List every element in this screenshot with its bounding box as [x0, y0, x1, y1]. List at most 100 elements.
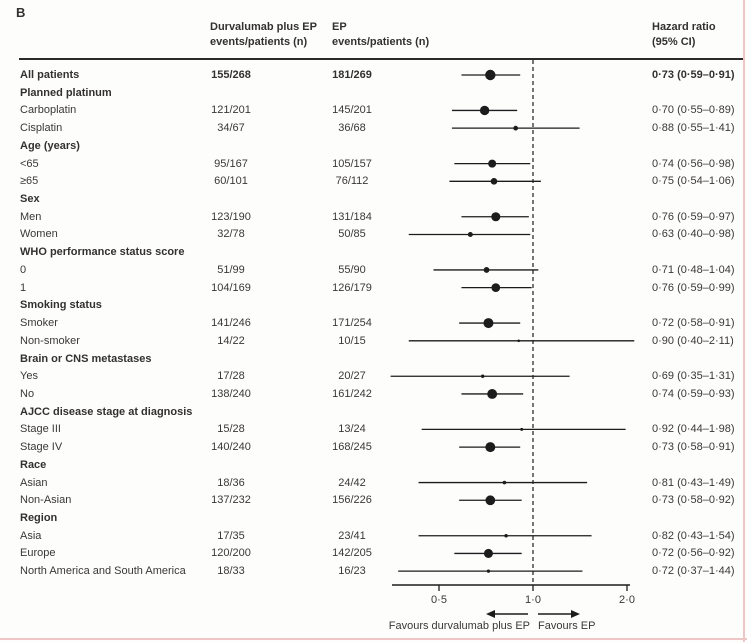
hr-point-marker: [485, 495, 496, 506]
hazard-ratio-value: 0·72 (0·56–0·92): [652, 547, 735, 560]
hr-point-marker: [513, 125, 519, 131]
durvalumab-events-value: 141/246: [211, 317, 251, 330]
hazard-ratio-value: 0·71 (0·48–1·04): [652, 263, 735, 276]
row-label: Age (years): [20, 139, 80, 152]
row-label: Europe: [20, 547, 56, 560]
ep-events-value: 145/201: [332, 104, 372, 117]
row-label: Asia: [20, 529, 42, 542]
row-label: AJCC disease stage at diagnosis: [20, 405, 193, 418]
row-label: WHO performance status score: [20, 246, 185, 259]
ep-events-value: 168/245: [332, 441, 372, 454]
row-label: Yes: [20, 370, 38, 383]
row-label: Asian: [20, 476, 48, 489]
durvalumab-events-value: 137/232: [211, 494, 251, 507]
hazard-ratio-value: 0·63 (0·40–0·98): [652, 228, 735, 241]
subgroup-row: Non-smoker 14/22 10/15 0·90 (0·40–2·11): [0, 332, 747, 350]
ep-events-value: 13/24: [338, 423, 366, 436]
row-label: Men: [20, 210, 42, 223]
hr-point-marker: [485, 69, 496, 81]
favours-left-arrowhead: [486, 610, 495, 618]
row-label: Stage III: [20, 423, 61, 436]
row-label: No: [20, 387, 35, 400]
row-label: Race: [20, 458, 47, 471]
hazard-ratio-value: 0·73 (0·58–0·92): [652, 494, 735, 507]
category-row: Planned platinum: [0, 84, 747, 102]
hr-point-marker: [490, 177, 498, 185]
hazard-ratio-value: 0·92 (0·44–1·98): [652, 423, 735, 436]
durvalumab-events-value: 60/101: [214, 175, 248, 188]
hr-point-marker: [486, 569, 491, 573]
x-axis-tick-label: 1·0: [525, 594, 541, 606]
category-row: Race: [0, 456, 747, 474]
hazard-ratio-value: 0·76 (0·59–0·97): [652, 210, 735, 223]
hr-point-marker: [491, 283, 501, 292]
row-label: 1: [20, 281, 27, 294]
page-edge-bottom: [0, 638, 747, 640]
durvalumab-events-value: 120/200: [211, 547, 251, 560]
x-axis-tick-label: 2·0: [619, 594, 635, 606]
subgroup-row: Stage IV 140/240 168/245 0·73 (0·58–0·91): [0, 438, 747, 456]
durvalumab-events-value: 15/28: [217, 423, 245, 436]
hr-point-marker: [517, 339, 521, 343]
ep-events-value: 36/68: [338, 122, 366, 135]
page-edge-right: [743, 0, 745, 642]
durvalumab-events-value: 18/36: [217, 476, 245, 489]
column-header-durvalumab-line2: events/patients (n): [210, 36, 308, 48]
x-axis-tick-label: 0·5: [431, 594, 447, 606]
subgroup-row: <65 95/167 105/157 0·74 (0·56–0·98): [0, 155, 747, 173]
hr-point-marker: [467, 231, 473, 237]
hr-point-marker: [483, 318, 494, 329]
column-header-durvalumab-line1: Durvalumab plus EP: [210, 21, 317, 33]
hazard-ratio-value: 0·72 (0·37–1·44): [652, 565, 735, 578]
durvalumab-events-value: 140/240: [211, 441, 251, 454]
subgroup-row: 1 104/169 126/179 0·76 (0·59–0·99): [0, 279, 747, 297]
ep-events-value: 20/27: [338, 370, 366, 383]
row-label: 0: [20, 263, 27, 276]
row-label: <65: [20, 157, 39, 170]
column-header-ep: EP events/patients (n): [332, 20, 429, 50]
category-row: AJCC disease stage at diagnosis: [0, 403, 747, 421]
durvalumab-events-value: 123/190: [211, 210, 251, 223]
header-rule: [19, 58, 745, 60]
ep-events-value: 10/15: [338, 334, 366, 347]
column-header-hazard-ratio-line1: Hazard ratio: [652, 21, 716, 33]
subgroup-row: Asia 17/35 23/41 0·82 (0·43–1·54): [0, 527, 747, 545]
durvalumab-events-value: 14/22: [217, 334, 245, 347]
category-row: Age (years): [0, 137, 747, 155]
hazard-ratio-value: 0·74 (0·59–0·93): [652, 387, 735, 400]
hazard-ratio-value: 0·76 (0·59–0·99): [652, 281, 735, 294]
subgroup-row: Yes 17/28 20/27 0·69 (0·35–1·31): [0, 367, 747, 385]
ep-events-value: 142/205: [332, 547, 372, 560]
subgroup-row: 0 51/99 55/90 0·71 (0·48–1·04): [0, 261, 747, 279]
hazard-ratio-value: 0·90 (0·40–2·11): [652, 334, 734, 347]
hazard-ratio-value: 0·73 (0·58–0·91): [652, 441, 735, 454]
subgroup-row: North America and South America 18/33 16/2…: [0, 562, 747, 580]
ep-events-value: 171/254: [332, 317, 372, 330]
ep-events-value: 181/269: [332, 69, 372, 81]
hazard-ratio-value: 0·82 (0·43–1·54): [652, 529, 735, 542]
row-label: Region: [20, 512, 58, 524]
category-row: Brain or CNS metastases: [0, 350, 747, 368]
ep-events-value: 16/23: [338, 565, 366, 578]
category-row: Sex: [0, 190, 747, 208]
column-header-ep-line1: EP: [332, 21, 347, 33]
ep-events-value: 76/112: [335, 175, 369, 188]
favours-right-label: Favours EP: [538, 620, 596, 632]
subgroup-row: Carboplatin 121/201 145/201 0·70 (0·55–0·89…: [0, 101, 747, 119]
subgroup-row: Europe 120/200 142/205 0·72 (0·56–0·92): [0, 544, 747, 562]
ep-events-value: 105/157: [332, 157, 372, 170]
subgroup-row: Stage III 15/28 13/24 0·92 (0·44–1·98): [0, 420, 747, 438]
category-row: WHO performance status score: [0, 243, 747, 261]
ep-events-value: 55/90: [338, 263, 366, 276]
hr-point-marker: [483, 548, 493, 558]
hr-point-marker: [483, 267, 490, 273]
hazard-ratio-value: 0·72 (0·58–0·91): [652, 317, 735, 330]
row-label: Cisplatin: [20, 122, 63, 135]
row-label: Smoking status: [20, 299, 102, 312]
durvalumab-events-value: 121/201: [211, 104, 251, 117]
row-label: Sex: [20, 193, 40, 206]
subgroup-row: No 138/240 161/242 0·74 (0·59–0·93): [0, 385, 747, 403]
hr-point-marker: [487, 389, 498, 399]
ep-events-value: 50/85: [338, 228, 366, 241]
